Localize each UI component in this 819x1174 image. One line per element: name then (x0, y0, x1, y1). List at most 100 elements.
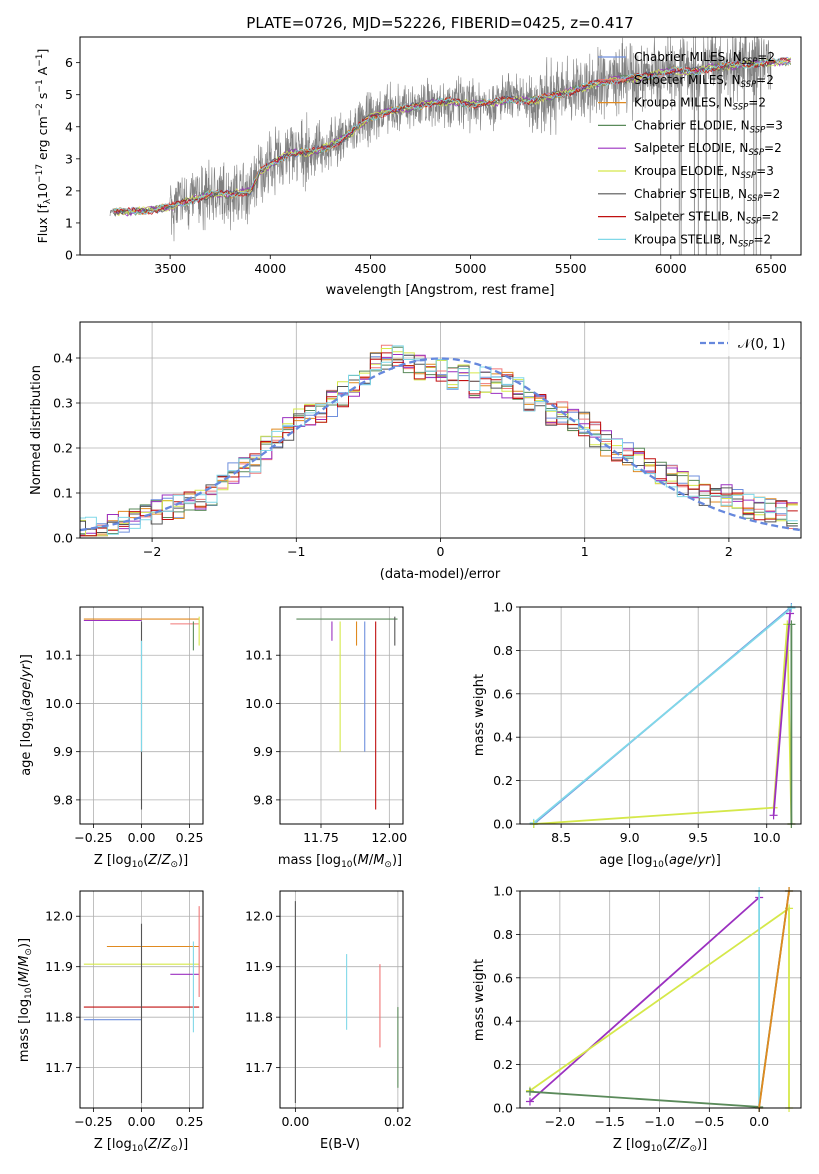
gaussian-curve (80, 357, 801, 532)
weight-vs-Z-panel: −2.0 −1.5 −1.0 −0.5 0.0 0.0 0.2 0.4 0.6 0.8 1.0 Z… (472, 884, 802, 1154)
mass-vs-Z-x-ticks: −0.25 0.00 0.25 (74, 1108, 203, 1129)
y-tick-label: 0.4 (53, 351, 73, 366)
y-tick-label: 11.9 (245, 959, 273, 974)
x-tick-label: 8.5 (551, 830, 571, 845)
legend-label: Chabrier MILES, NSSP=2 (634, 50, 775, 67)
x-tick-label: 4000 (254, 261, 286, 276)
residuals-y-label: Normed distribution (29, 365, 44, 495)
x-tick-label: 0 (437, 544, 445, 559)
y-tick-label: 0 (65, 248, 73, 263)
legend-value: =2 (763, 187, 781, 201)
legend-label: Salpeter MILES, NSSP=2 (634, 73, 774, 90)
y-tick-label: 0.2 (53, 441, 73, 456)
mass-weight-line-3 (533, 624, 793, 825)
mass-vs-EBV-panel: 0.00 0.02 11.7 11.8 11.9 12.0 E(B-V) (245, 890, 412, 1152)
y-tick-label: 0.1 (53, 486, 73, 501)
weight-vs-age-plot-area (529, 603, 796, 828)
residual-histogram-8 (80, 352, 798, 537)
x-tick-label: 0.0 (749, 1114, 769, 1129)
y-tick-label: 0.2 (493, 773, 513, 788)
weight-vs-Z-x-ticks: −2.0 −1.5 −1.0 −0.5 0.0 (545, 1108, 769, 1129)
legend-label: Chabrier STELIB, NSSP=2 (634, 187, 780, 204)
residuals-x-label: (data-model)/error (380, 567, 501, 582)
y-tick-label: 0.8 (493, 927, 513, 942)
spectrum-title: PLATE=0726, MJD=52226, FIBERID=0425, z=0… (246, 14, 633, 32)
mass-vs-Z-panel: −0.25 0.00 0.25 11.7 11.8 11.9 12.0 Z [log10(… (17, 890, 204, 1154)
y-tick-label: 1 (65, 215, 73, 230)
weight-vs-age-y-ticks: 0.0 0.2 0.4 0.6 0.8 1.0 (493, 600, 520, 832)
age-vs-Z-x-ticks: −0.25 0.00 0.25 (74, 824, 203, 845)
y-tick-label: 0.3 (53, 396, 73, 411)
age-vs-Z-y-label: age [log10(age/yr)] (19, 654, 36, 776)
weight-vs-Z-frame (519, 890, 802, 1109)
y-tick-label: 6 (65, 55, 73, 70)
age-vs-Z-plot-area (83, 616, 200, 810)
y-tick-label: 4 (65, 119, 73, 134)
legend-label: Chabrier ELODIE, NSSP=3 (634, 118, 783, 135)
mass-weight-line-5 (758, 890, 790, 1109)
y-tick-label: 1.0 (493, 600, 513, 615)
residuals-panel: −2 −1 0 1 2 0.0 0.1 0.2 0.3 0.4 (data-model)/err… (29, 321, 802, 582)
legend-value: =2 (756, 73, 774, 87)
weight-vs-age-x-ticks: 8.5 9.0 9.5 10.0 (551, 824, 781, 845)
legend-subscript: SSP (742, 57, 758, 67)
mass-vs-Z-y-ticks: 11.7 11.8 11.9 12.0 (45, 909, 80, 1075)
mass-vs-EBV-grid (280, 891, 403, 1108)
mass-weight-point (525, 1087, 534, 1096)
x-tick-label: 3500 (154, 261, 186, 276)
mass-vs-Z-x-label: Z [log10(Z/Z⊙)] (94, 1137, 188, 1154)
y-tick-label: 2 (65, 183, 73, 198)
x-tick-label: 2 (725, 544, 733, 559)
y-tick-label: 11.8 (245, 1010, 273, 1025)
age-vs-mass-panel: 11.75 12.00 9.8 9.9 10.0 10.1 mass [log10(M/… (245, 606, 407, 870)
x-tick-label: −0.25 (74, 1114, 112, 1129)
legend-subscript: SSP (741, 80, 757, 90)
spectrum-plot-area (109, 37, 791, 255)
weight-vs-Z-y-label: mass weight (472, 959, 487, 1041)
y-tick-label: 12.0 (245, 909, 273, 924)
x-tick-label: −1 (287, 544, 305, 559)
legend-subscript: SSP (733, 103, 749, 113)
legend-label: Salpeter ELODIE, NSSP=2 (634, 141, 782, 158)
age-vs-mass-grid (280, 607, 403, 824)
gaussian-legend-label: 𝒩(0, 1) (738, 337, 785, 352)
x-tick-label: 11.75 (303, 830, 339, 845)
spectrum-y-label: Flux [fλ10−17 erg cm−2 s−1 A−1] (35, 49, 53, 244)
model-spectrum-line-9 (113, 57, 791, 216)
y-tick-label: 11.9 (45, 959, 73, 974)
legend-subscript: SSP (748, 148, 764, 158)
legend-value: =2 (761, 210, 779, 224)
y-tick-label: 5 (65, 87, 73, 102)
spectrum-y-ticks: 0 1 2 3 4 5 6 (65, 55, 80, 263)
mass-weight-point (787, 620, 796, 629)
legend-label: Kroupa STELIB, NSSP=2 (634, 232, 771, 249)
mass-vs-Z-plot-area (83, 906, 200, 1103)
legend-subscript: SSP (750, 125, 766, 135)
residuals-x-ticks: −2 −1 0 1 2 (143, 538, 733, 559)
x-tick-label: 0.25 (176, 1114, 204, 1129)
mass-vs-EBV-y-ticks: 11.7 11.8 11.9 12.0 (245, 909, 280, 1075)
y-tick-label: 0.4 (493, 1014, 513, 1029)
legend-value: =3 (756, 164, 774, 178)
age-vs-mass-plot-area (296, 616, 398, 810)
y-tick-label: 0.0 (493, 817, 513, 832)
spectrum-frame (79, 36, 802, 256)
y-tick-label: 0.2 (493, 1057, 513, 1072)
age-vs-mass-y-ticks: 9.8 9.9 10.0 10.1 (245, 648, 280, 807)
legend-value: =2 (754, 232, 772, 246)
x-tick-label: −1.5 (595, 1114, 625, 1129)
mass-weight-point (787, 604, 796, 613)
y-tick-label: 9.8 (253, 792, 273, 807)
mass-weight-line-4 (772, 613, 791, 816)
weight-vs-Z-x-label: Z [log10(Z/Z⊙)] (613, 1137, 707, 1154)
age-vs-Z-panel: −0.25 0.00 0.25 9.8 9.9 10.0 10.1 Z [log10(Z/… (19, 606, 204, 870)
legend-subscript: SSP (741, 171, 757, 181)
x-tick-label: 4500 (354, 261, 386, 276)
age-vs-mass-x-ticks: 11.75 12.00 (303, 824, 407, 845)
legend-value: =2 (748, 96, 766, 110)
y-tick-label: 11.7 (245, 1060, 273, 1075)
x-tick-label: 10.0 (753, 830, 781, 845)
y-tick-label: 10.1 (245, 648, 273, 663)
